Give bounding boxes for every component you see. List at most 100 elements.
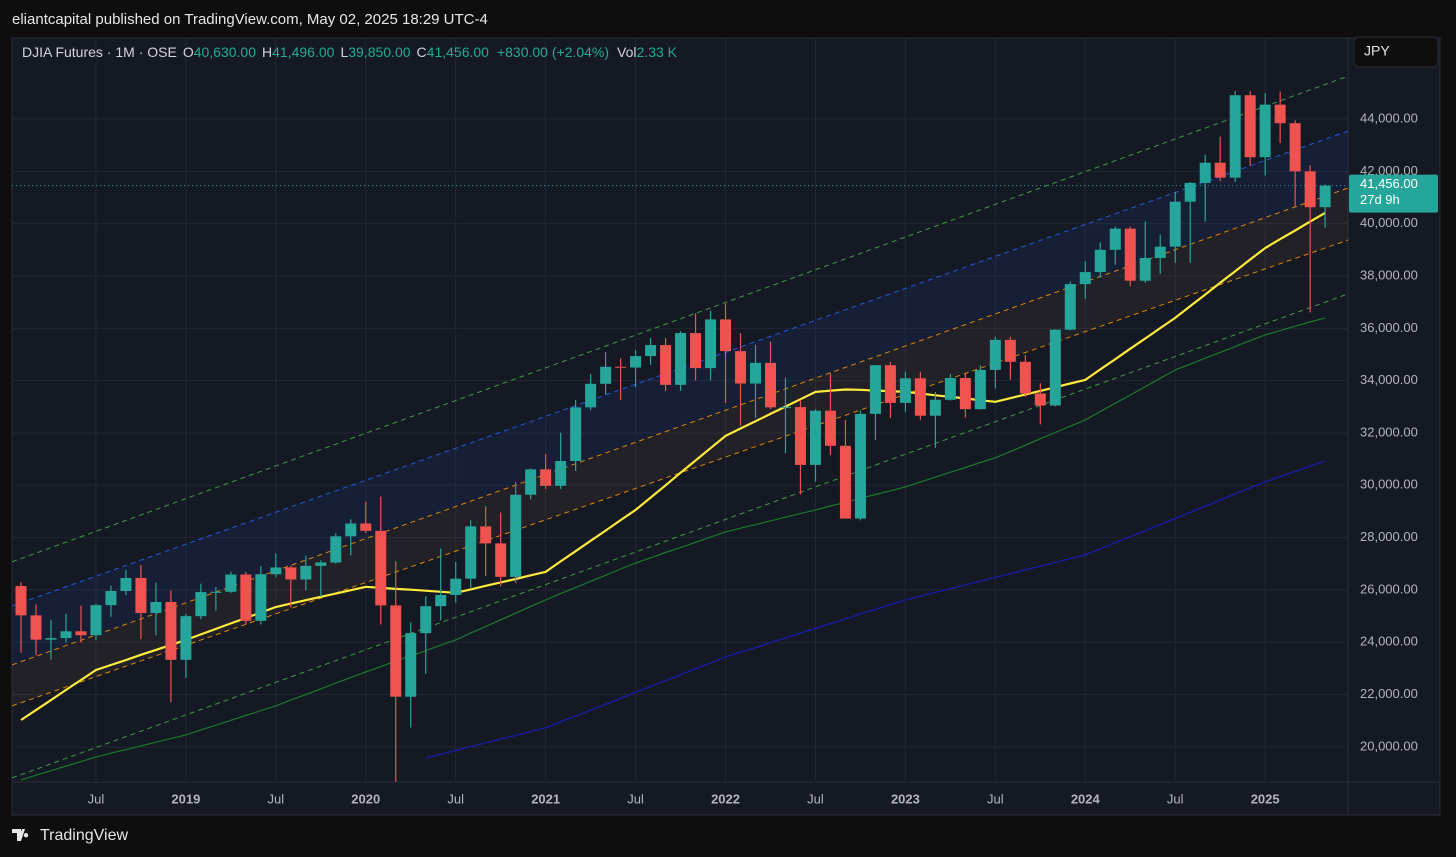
axes: 20,000.00 22,000.00 24,000.00 26,000.00 28,0… bbox=[88, 110, 1438, 806]
candle-body bbox=[15, 586, 27, 616]
candle-body bbox=[315, 562, 327, 566]
x-tick-label: 2020 bbox=[351, 791, 380, 806]
candle-body bbox=[45, 638, 57, 640]
legend: DJIA Futures · 1M · OSE O40,630.00 H41,496… bbox=[22, 44, 678, 60]
candle-body bbox=[75, 631, 87, 636]
legend-value: 40,630.00 bbox=[194, 44, 256, 60]
channel-fill bbox=[12, 188, 1348, 706]
candle-body bbox=[974, 369, 986, 410]
candle-body bbox=[450, 578, 462, 595]
candle-body bbox=[1229, 95, 1241, 178]
candle-body bbox=[60, 631, 72, 639]
moving-average bbox=[20, 211, 1326, 721]
published-note: eliantcapital published on TradingView.c… bbox=[12, 11, 488, 28]
channel-line bbox=[12, 75, 1348, 563]
candle-body bbox=[1154, 246, 1166, 258]
candle-body bbox=[1169, 201, 1181, 247]
candle-body bbox=[645, 345, 657, 357]
candle-body bbox=[1214, 162, 1226, 178]
candles bbox=[15, 91, 1331, 782]
x-tick-label: Jul bbox=[1167, 791, 1184, 806]
candle-body bbox=[779, 407, 791, 409]
candle-body bbox=[195, 592, 207, 617]
candle-body bbox=[1094, 249, 1106, 273]
candle-body bbox=[660, 345, 672, 385]
candle-body bbox=[1244, 95, 1256, 158]
x-tick-label: Jul bbox=[268, 791, 285, 806]
candle-body bbox=[690, 333, 702, 369]
candle-body bbox=[750, 362, 762, 384]
legend-key: Vol bbox=[617, 44, 636, 60]
candle-body bbox=[1049, 329, 1061, 406]
y-tick-label: 30,000.00 bbox=[1360, 477, 1418, 492]
legend-key: L bbox=[340, 44, 348, 60]
candle-body bbox=[555, 460, 567, 486]
legend-value: 39,850.00 bbox=[348, 44, 410, 60]
candle-body bbox=[765, 362, 776, 408]
candle-body bbox=[480, 526, 492, 544]
candle-body bbox=[390, 605, 402, 697]
x-tick-label: 2023 bbox=[891, 791, 920, 806]
x-tick-label: Jul bbox=[447, 791, 464, 806]
legend-key: O bbox=[183, 44, 194, 60]
last-price-label: 41,456.00 bbox=[1360, 176, 1418, 191]
candle-body bbox=[240, 574, 252, 621]
x-tick-label: Jul bbox=[88, 791, 105, 806]
candle-body bbox=[30, 615, 42, 640]
logo-mark bbox=[12, 829, 29, 841]
candle-body bbox=[210, 591, 222, 593]
channel-line bbox=[12, 293, 1348, 779]
x-tick-label: 2022 bbox=[711, 791, 740, 806]
candle-body bbox=[705, 319, 717, 369]
x-tick-label: 2025 bbox=[1251, 791, 1280, 806]
x-tick-label: 2019 bbox=[171, 791, 200, 806]
y-tick-label: 32,000.00 bbox=[1360, 424, 1418, 439]
candle-body bbox=[839, 445, 851, 519]
countdown-label: 27d 9h bbox=[1360, 192, 1400, 207]
candle-body bbox=[495, 543, 507, 577]
candle-body bbox=[120, 577, 132, 592]
candle-body bbox=[1064, 284, 1076, 330]
candle-body bbox=[1199, 162, 1211, 183]
legend-row: DJIA Futures · 1M · OSE O40,630.00 H41,496… bbox=[22, 44, 678, 60]
legend-value: 41,496.00 bbox=[272, 44, 334, 60]
candle-body bbox=[884, 365, 896, 403]
candle-body bbox=[1319, 185, 1331, 208]
candle-body bbox=[1304, 171, 1316, 208]
x-tick-label: 2021 bbox=[531, 791, 560, 806]
candle-body bbox=[854, 413, 866, 519]
candle-body bbox=[630, 356, 642, 368]
moving-average bbox=[425, 460, 1326, 759]
candle-body bbox=[270, 567, 282, 575]
candle-body bbox=[794, 407, 806, 465]
brand-name: TradingView bbox=[40, 827, 128, 844]
candle-body bbox=[435, 594, 447, 607]
candle-body bbox=[929, 399, 941, 416]
candle-body bbox=[525, 469, 537, 495]
y-tick-label: 36,000.00 bbox=[1360, 320, 1418, 335]
legend-key: C bbox=[417, 44, 427, 60]
candle-body bbox=[540, 469, 552, 486]
candle-body bbox=[285, 567, 297, 580]
candle-body bbox=[675, 333, 687, 385]
candle-body bbox=[600, 366, 612, 384]
candle-body bbox=[345, 523, 357, 537]
candle-body bbox=[585, 383, 597, 408]
x-tick-label: Jul bbox=[627, 791, 644, 806]
y-tick-label: 24,000.00 bbox=[1360, 634, 1418, 649]
candle-body bbox=[615, 366, 627, 368]
channel-line bbox=[12, 239, 1348, 707]
y-tick-label: 34,000.00 bbox=[1360, 372, 1418, 387]
candle-body bbox=[225, 574, 237, 592]
x-tick-label: Jul bbox=[807, 791, 824, 806]
currency-button[interactable] bbox=[1353, 36, 1439, 68]
y-tick-label: 26,000.00 bbox=[1360, 581, 1418, 596]
y-tick-label: 20,000.00 bbox=[1360, 738, 1418, 753]
candle-body bbox=[420, 606, 432, 634]
candle-body bbox=[824, 410, 836, 446]
y-tick-label: 40,000.00 bbox=[1360, 215, 1418, 230]
candle-body bbox=[330, 536, 342, 563]
last-price-box bbox=[1349, 174, 1438, 213]
